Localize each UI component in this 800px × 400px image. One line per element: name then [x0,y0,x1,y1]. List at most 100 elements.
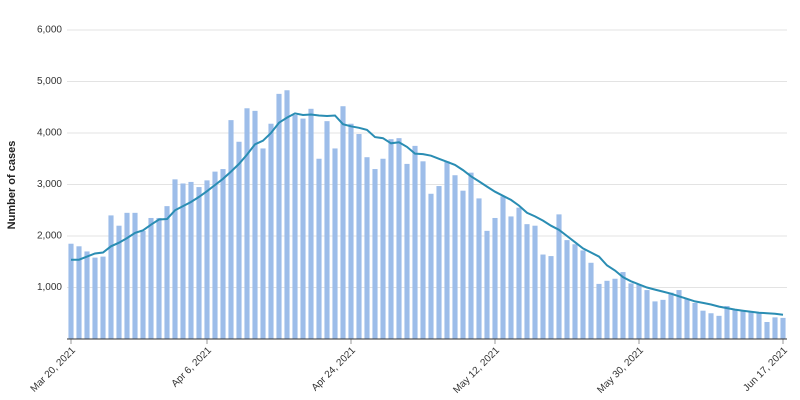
bar [460,190,466,339]
bar [108,215,114,339]
bar [308,108,314,339]
bar [100,256,106,339]
bar [356,134,362,339]
bar [372,169,378,339]
x-tick-label: Mar 20, 2021 [29,345,79,395]
bar [572,244,578,339]
bar [132,212,138,339]
bar [276,93,282,339]
bar [604,280,610,339]
bar [652,301,658,339]
bar [612,278,618,339]
bar [556,214,562,339]
bar [388,139,394,339]
bar [348,123,354,339]
y-axis-label: Number of cases [6,141,18,230]
bar [508,216,514,339]
bar [260,148,266,339]
bar [740,310,746,339]
bar [580,250,586,339]
bar [564,240,570,339]
bar [340,106,346,339]
y-tick-label: 4,000 [37,128,62,139]
bar [436,186,442,339]
bar [124,212,130,339]
bar [292,114,298,339]
y-tick-label: 1,000 [37,282,62,293]
bar [84,251,90,339]
bar [596,283,602,339]
bar [252,110,258,339]
bar [724,306,730,339]
bar [516,207,522,339]
bar [412,145,418,339]
x-tick-label: May 30, 2021 [595,345,646,396]
bar [244,108,250,339]
bar [636,284,642,339]
bar [180,183,186,339]
bar [220,169,226,339]
bar [212,171,218,339]
bar [116,225,122,339]
bar [676,290,682,339]
bar [428,193,434,339]
bar [532,225,538,339]
bar [324,121,330,339]
bar [236,141,242,339]
bar [300,118,306,339]
bar [316,158,322,339]
x-tick-label: Apr 24, 2021 [310,345,359,394]
bar [484,230,490,339]
bar [620,272,626,339]
bar [476,198,482,339]
line [71,112,784,316]
bar [716,315,722,339]
bar [540,254,546,339]
bar [764,322,770,339]
bar [644,290,650,339]
bar [548,256,554,339]
bar [396,138,402,339]
bar [588,262,594,339]
bar [684,298,690,339]
bar [204,180,210,339]
bar [700,310,706,339]
bar [268,123,274,339]
bar [492,217,498,339]
bar [500,196,506,339]
bar [156,217,162,339]
bar [380,158,386,339]
bar [140,230,146,339]
x-tick-label: Apr 6, 2021 [170,345,215,390]
bar [364,157,370,339]
bar [468,172,474,339]
bar [732,309,738,339]
bar [420,161,426,339]
y-tick-label: 5,000 [37,76,62,87]
bar [332,148,338,339]
bar [188,181,194,339]
bar [756,313,762,339]
bar [148,217,154,339]
y-tick-label: 6,000 [37,25,62,36]
x-tick-label: Jun 17, 2021 [741,345,790,394]
bar [780,317,786,339]
bar [404,163,410,339]
bar [524,224,530,339]
bar [444,161,450,339]
bar [172,179,178,339]
bar [196,187,202,339]
bar [748,311,754,339]
bar [772,317,778,339]
y-tick-label: 2,000 [37,231,62,242]
bar [68,243,74,339]
bar [164,206,170,339]
bar [76,246,82,339]
x-tick-label: May 12, 2021 [451,345,502,396]
bar [660,299,666,339]
y-tick-label: 3,000 [37,179,62,190]
bar [452,175,458,339]
bar [692,302,698,339]
bar [284,90,290,339]
